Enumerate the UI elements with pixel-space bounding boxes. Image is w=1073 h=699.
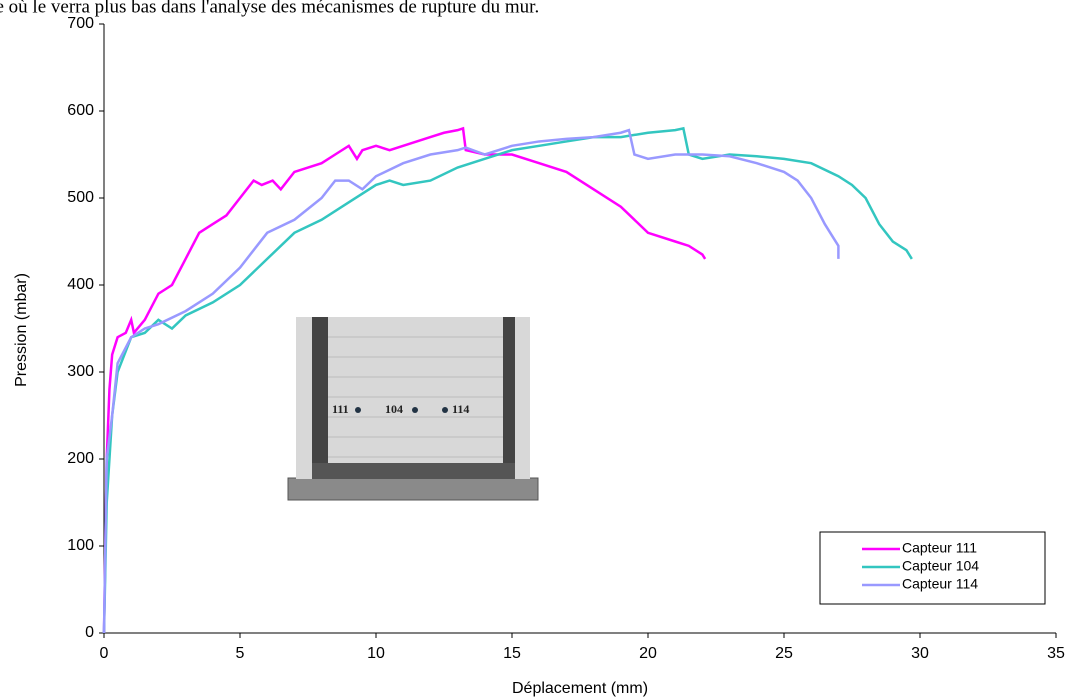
- y-tick-label: 0: [85, 624, 94, 641]
- x-tick-label: 35: [1047, 645, 1065, 662]
- sensor-dot: [355, 407, 361, 413]
- wall-floor: [312, 463, 515, 479]
- y-tick-label: 400: [67, 276, 94, 293]
- legend-box: [819, 531, 1046, 605]
- x-axis-label: Déplacement (mm): [512, 680, 648, 697]
- x-tick-label: 30: [911, 645, 929, 662]
- legend-label: Capteur 111: [902, 540, 977, 556]
- series-line: [102, 126, 707, 634]
- legend-label: Capteur 114: [902, 576, 978, 592]
- inset-label: 104: [385, 402, 403, 416]
- wall-post: [312, 317, 328, 467]
- x-tick-label: 20: [639, 645, 657, 662]
- brick-lines: [328, 336, 503, 458]
- x-tick-label: 5: [236, 645, 245, 662]
- y-tick-label: 200: [67, 450, 94, 467]
- x-tick-label: 15: [503, 645, 521, 662]
- wall-bricks: [296, 317, 530, 479]
- wall-base: [287, 477, 539, 501]
- inset-wall: 111 104 114: [287, 317, 539, 501]
- y-tick-label: 600: [67, 102, 94, 119]
- x-tick-label: 0: [100, 645, 109, 662]
- y-tick-label: 500: [67, 189, 94, 206]
- caption-text: ne où le verra plus bas dans l'analyse d…: [0, 0, 539, 17]
- inset-label: 114: [452, 402, 469, 416]
- y-tick-label: 100: [67, 537, 94, 554]
- sensor-dot: [412, 407, 418, 413]
- y-axis-label: Pression (mbar): [13, 273, 30, 387]
- series-line: [102, 126, 913, 634]
- legend-label: Capteur 104: [902, 558, 979, 574]
- sensor-dot: [442, 407, 448, 413]
- y-tick-label: 700: [67, 15, 94, 32]
- wall-post: [503, 317, 515, 467]
- inset-label: 111: [332, 402, 349, 416]
- series-line: [102, 128, 840, 634]
- y-tick-label: 300: [67, 363, 94, 380]
- x-tick-label: 10: [367, 645, 385, 662]
- x-tick-label: 25: [775, 645, 793, 662]
